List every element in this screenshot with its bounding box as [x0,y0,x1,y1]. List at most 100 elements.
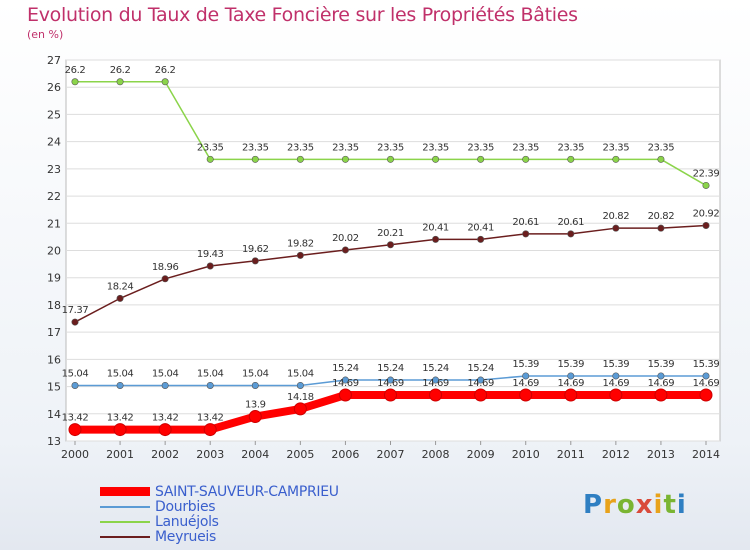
data-point-3-7 [386,241,394,249]
data-point-1-0 [71,381,79,389]
legend-swatch-0 [100,487,150,496]
data-label-3-3: 19.43 [197,249,224,260]
x-tick-label-2005: 2005 [286,448,314,461]
data-point-1-3 [206,381,214,389]
y-tick-label-20: 20 [47,245,61,258]
data-point-2-9 [477,155,485,163]
data-label-3-1: 18.24 [107,281,134,292]
data-point-1-12 [612,372,620,380]
data-point-3-12 [612,224,620,232]
x-tick-label-2007: 2007 [377,448,405,461]
data-point-0-2 [158,423,172,437]
data-point-1-9 [477,376,485,384]
legend-swatch-3 [100,535,150,538]
data-point-3-0 [71,318,79,326]
data-point-3-14 [702,221,710,229]
data-label-3-10: 20.61 [512,217,539,228]
data-label-2-2: 26.2 [155,65,176,76]
legend-label-1: Dourbies [155,498,216,515]
y-tick-label-19: 19 [47,272,61,285]
data-label-3-5: 19.82 [287,238,314,249]
data-label-3-13: 20.82 [648,211,675,222]
data-label-1-7: 15.24 [377,363,404,374]
data-label-2-14: 22.39 [693,168,720,179]
y-tick-label-25: 25 [47,108,61,121]
data-point-0-14 [699,388,713,402]
data-point-0-3 [203,423,217,437]
legend-item-1: Dourbies [100,498,339,515]
data-point-1-1 [116,381,124,389]
y-tick-label-24: 24 [47,136,61,149]
data-label-2-7: 23.35 [377,142,404,153]
legend-item-3: Meyrueis [100,529,339,545]
y-tick-label-18: 18 [47,299,61,312]
data-label-0-11: 14.69 [557,378,584,389]
data-label-0-6: 14.69 [332,378,359,389]
data-label-2-5: 23.35 [287,142,314,153]
data-label-1-4: 15.04 [242,368,269,379]
y-tick-label-17: 17 [47,326,61,339]
data-label-1-3: 15.04 [197,368,224,379]
data-point-1-8 [432,376,440,384]
y-tick-label-15: 15 [47,381,61,394]
data-point-3-2 [161,275,169,283]
y-tick-label-26: 26 [47,81,61,94]
data-point-1-7 [386,376,394,384]
data-label-0-4: 13.9 [245,400,266,411]
x-tick-label-2000: 2000 [61,448,89,461]
data-label-3-14: 20.92 [693,208,720,219]
data-label-1-0: 15.04 [62,368,89,379]
data-label-0-8: 14.69 [422,378,449,389]
data-label-3-12: 20.82 [603,211,630,222]
data-point-3-13 [657,224,665,232]
x-tick-label-2006: 2006 [331,448,359,461]
data-point-2-0 [71,78,79,86]
data-label-1-6: 15.24 [332,363,359,374]
data-label-3-6: 20.02 [332,233,359,244]
x-tick-label-2008: 2008 [422,448,450,461]
data-point-3-9 [477,235,485,243]
data-label-3-7: 20.21 [377,228,404,239]
data-label-0-14: 14.69 [693,378,720,389]
legend-swatch-2 [100,520,150,523]
x-tick-label-2009: 2009 [467,448,495,461]
data-label-3-9: 20.41 [467,222,494,233]
data-label-0-0: 13.42 [62,413,89,424]
data-label-0-10: 14.69 [512,378,539,389]
data-label-2-11: 23.35 [557,142,584,153]
data-point-2-14 [702,181,710,189]
data-label-2-6: 23.35 [332,142,359,153]
data-label-2-3: 23.35 [197,142,224,153]
data-point-0-1 [113,423,127,437]
data-label-1-1: 15.04 [107,368,134,379]
data-label-1-8: 15.24 [422,363,449,374]
y-tick-label-23: 23 [47,163,61,176]
x-tick-label-2013: 2013 [647,448,675,461]
data-label-3-2: 18.96 [152,262,179,273]
data-label-3-11: 20.61 [557,217,584,228]
y-tick-label-22: 22 [47,190,61,203]
data-label-3-4: 19.62 [242,244,269,255]
data-label-0-5: 14.18 [287,392,314,403]
x-tick-label-2003: 2003 [196,448,224,461]
data-point-2-12 [612,155,620,163]
y-tick-label-27: 27 [47,54,61,67]
data-point-0-9 [474,388,488,402]
data-label-1-12: 15.39 [603,359,630,370]
data-label-0-13: 14.69 [648,378,675,389]
data-point-1-4 [251,381,259,389]
x-tick-label-2002: 2002 [151,448,179,461]
y-tick-label-14: 14 [47,408,61,421]
data-point-3-1 [116,294,124,302]
data-label-3-0: 17.37 [62,305,89,316]
data-label-0-3: 13.42 [197,413,224,424]
data-label-3-8: 20.41 [422,222,449,233]
x-tick-label-2010: 2010 [512,448,540,461]
data-point-3-8 [432,235,440,243]
data-point-2-13 [657,155,665,163]
data-label-0-9: 14.69 [467,378,494,389]
data-point-3-6 [341,246,349,254]
chart-subtitle: (en %) [27,28,64,41]
data-label-1-9: 15.24 [467,363,494,374]
